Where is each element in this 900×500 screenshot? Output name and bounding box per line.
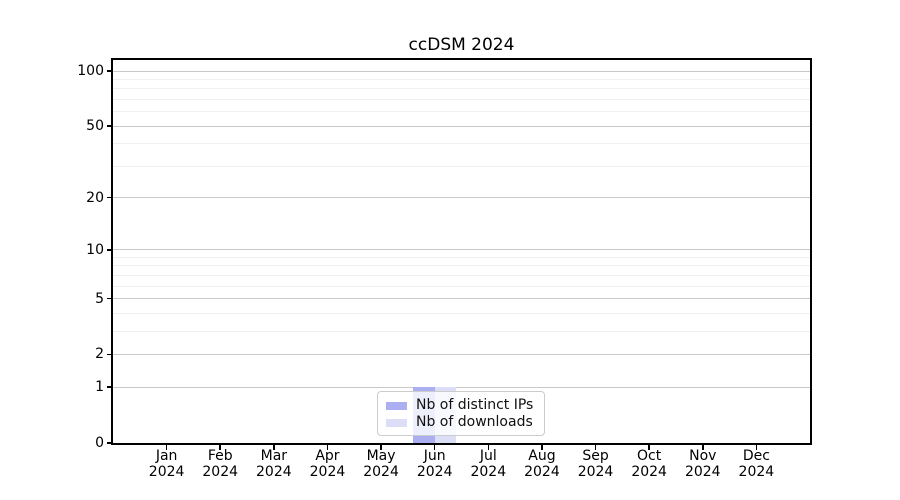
- y-tick-label: 20: [86, 189, 104, 206]
- legend-item-downloads: Nb of downloads: [386, 414, 536, 431]
- x-tick-mark: [433, 443, 436, 450]
- x-tick-label-year: 2024: [416, 464, 453, 480]
- legend-swatch-distinct-ips: [386, 401, 407, 410]
- x-tick-label-month: Dec: [742, 448, 770, 464]
- legend-label-downloads: Nb of downloads: [416, 414, 533, 430]
- y-minor-gridline: [113, 143, 810, 145]
- x-tick-mark: [487, 443, 490, 450]
- x-tick-label: Nov 2024: [675, 448, 731, 480]
- x-tick-mark: [165, 443, 168, 450]
- y-major-gridline: [113, 125, 810, 127]
- y-tick-mark: [107, 196, 113, 199]
- y-tick-label: 0: [95, 435, 104, 451]
- y-tick-mark: [107, 386, 113, 388]
- x-tick-label-month: Feb: [207, 448, 233, 464]
- y-major-gridline: [113, 197, 810, 199]
- x-tick-label-year: 2024: [148, 464, 185, 480]
- legend: Nb of distinct IPs Nb of downloads: [377, 391, 545, 436]
- x-tick-label-year: 2024: [202, 464, 239, 480]
- x-tick-label-month: Nov: [689, 448, 717, 464]
- x-tick-label-year: 2024: [524, 464, 560, 480]
- x-tick-label: Sep 2024: [568, 448, 624, 480]
- x-tick-label: Apr 2024: [299, 448, 355, 480]
- x-tick-label-month: Jun: [423, 448, 446, 464]
- x-tick-label-month: Jul: [479, 448, 497, 464]
- y-tick-label: 50: [86, 118, 104, 135]
- y-minor-gridline: [113, 111, 810, 113]
- x-tick-label-year: 2024: [470, 464, 507, 480]
- y-tick-label: 5: [95, 290, 104, 307]
- x-tick-label-month: Jan: [155, 448, 178, 464]
- legend-swatch-downloads: [386, 418, 407, 427]
- y-minor-gridline: [113, 274, 810, 276]
- x-tick-label-month: May: [366, 448, 396, 464]
- y-minor-gridline: [113, 285, 810, 287]
- x-tick-label-year: 2024: [256, 464, 292, 480]
- x-tick-label: Jun 2024: [407, 448, 463, 480]
- chart-title: ccDSM 2024: [408, 35, 515, 55]
- x-tick-mark: [594, 443, 597, 450]
- x-tick-label-month: Mar: [260, 448, 288, 464]
- x-tick-mark: [380, 443, 382, 450]
- x-tick-label: Jan 2024: [139, 448, 195, 480]
- x-tick-label: Feb 2024: [192, 448, 248, 480]
- y-minor-gridline: [113, 79, 810, 81]
- y-major-gridline: [113, 249, 810, 251]
- y-tick-label: 100: [77, 63, 104, 80]
- x-tick-label: Dec 2024: [728, 448, 784, 480]
- x-tick-label-year: 2024: [577, 464, 614, 480]
- x-tick-label: May 2024: [353, 448, 409, 480]
- x-tick-mark: [541, 443, 543, 450]
- y-tick-label: 1: [95, 379, 104, 396]
- y-major-gridline: [113, 298, 810, 300]
- y-tick-mark: [107, 249, 113, 251]
- y-tick-mark: [107, 125, 113, 127]
- x-tick-label-year: 2024: [631, 464, 667, 480]
- legend-label-distinct-ips: Nb of distinct IPs: [416, 397, 534, 413]
- x-tick-label-year: 2024: [309, 464, 346, 480]
- y-tick-mark: [107, 70, 113, 72]
- y-minor-gridline: [113, 330, 810, 332]
- x-tick-mark: [648, 443, 650, 450]
- x-tick-mark: [273, 443, 275, 450]
- y-tick-label: 10: [86, 241, 104, 258]
- legend-item-distinct-ips: Nb of distinct IPs: [386, 397, 536, 414]
- y-minor-gridline: [113, 312, 810, 314]
- y-major-gridline: [113, 353, 810, 355]
- x-tick-label-month: Oct: [637, 448, 662, 464]
- y-tick-mark: [107, 353, 113, 356]
- x-tick-label: Oct 2024: [621, 448, 677, 480]
- x-tick-mark: [702, 443, 704, 450]
- y-major-gridline: [113, 386, 810, 388]
- y-minor-gridline: [113, 165, 810, 167]
- x-tick-label-year: 2024: [738, 464, 775, 480]
- y-tick-label: 2: [95, 346, 104, 363]
- y-minor-gridline: [113, 88, 810, 90]
- y-tick-mark: [107, 442, 113, 444]
- x-tick-label-month: Aug: [528, 448, 556, 464]
- x-tick-label-year: 2024: [363, 464, 399, 480]
- x-tick-mark: [755, 443, 758, 450]
- x-tick-mark: [219, 443, 221, 450]
- x-tick-label-month: Sep: [582, 448, 609, 464]
- y-major-gridline: [113, 70, 810, 72]
- x-tick-label-month: Apr: [315, 448, 340, 464]
- x-tick-label: Mar 2024: [246, 448, 302, 480]
- x-tick-mark: [326, 443, 329, 450]
- x-tick-label: Jul 2024: [460, 448, 516, 480]
- y-minor-gridline: [113, 256, 810, 258]
- y-minor-gridline: [113, 265, 810, 267]
- x-tick-label: Aug 2024: [514, 448, 570, 480]
- y-minor-gridline: [113, 99, 810, 101]
- x-tick-label-year: 2024: [684, 464, 721, 480]
- y-tick-mark: [107, 297, 113, 300]
